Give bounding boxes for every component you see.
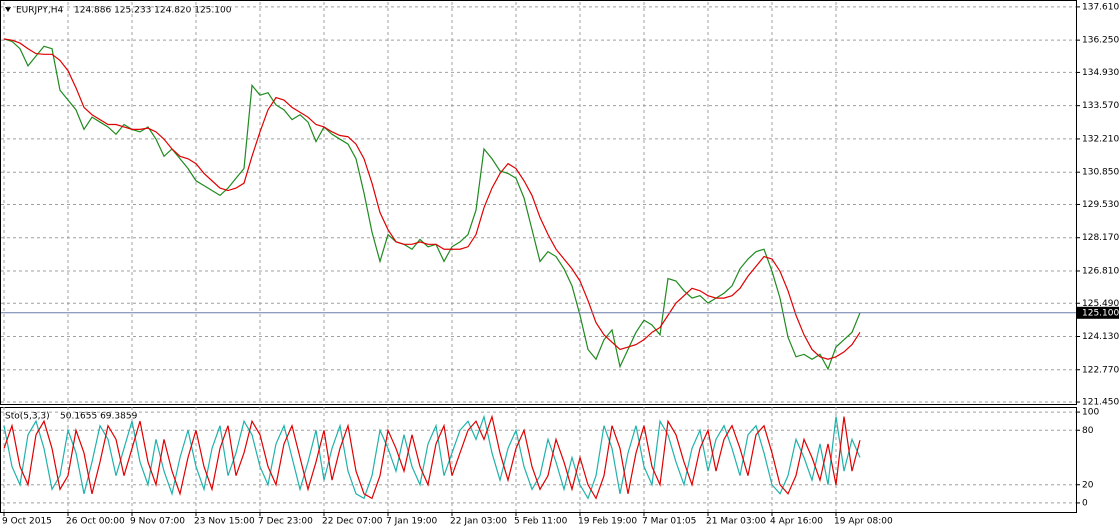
x-tick-label: 22 Jan 03:00: [450, 517, 507, 527]
y-tick-label: 128.170: [1082, 233, 1119, 243]
y-tick-label: 136.250: [1082, 36, 1119, 46]
x-tick-label: 22 Dec 07:00: [322, 517, 383, 527]
y-tick-label: 122.770: [1082, 365, 1119, 375]
y-tick-label: 130.850: [1082, 168, 1119, 178]
y-tick-label: 129.530: [1082, 200, 1119, 210]
x-tick-label: 7 Dec 23:00: [258, 517, 313, 527]
y-tick-label: 133.570: [1082, 101, 1119, 111]
ohlc-quote: 124.886 125.233 124.820 125.100: [74, 6, 232, 16]
y-tick-label: 124.130: [1082, 332, 1119, 342]
y-tick-label: 121.450: [1082, 398, 1119, 408]
y-tick-label: 126.810: [1082, 266, 1119, 276]
x-tick-label: 5 Feb 11:00: [514, 517, 568, 527]
main-pane-frame: [0, 0, 1077, 405]
y-tick-label: 125.490: [1082, 299, 1119, 309]
y-tick-label: 100: [1082, 408, 1099, 418]
series-line: [3, 414, 861, 500]
indicator-quote: 50.1655 69.3859: [60, 412, 138, 422]
x-tick-label: 4 Apr 16:00: [770, 517, 823, 527]
x-tick-label: 9 Nov 07:00: [130, 517, 185, 527]
collapse-icon[interactable]: [5, 7, 11, 12]
symbol-title: EURJPY,H4: [16, 6, 64, 16]
x-tick-label: 19 Apr 08:00: [834, 517, 893, 527]
x-tick-label: 19 Feb 19:00: [578, 517, 637, 527]
y-tick-label: 134.930: [1082, 68, 1119, 78]
indicator-pane-frame: [0, 407, 1077, 513]
y-tick-label: 0: [1082, 498, 1088, 508]
series-line: [3, 414, 861, 500]
x-tick-label: 7 Mar 01:05: [642, 517, 696, 527]
y-tick-label: 132.210: [1082, 134, 1119, 144]
current-price-box: [1077, 306, 1119, 319]
y-tick-label: 20: [1082, 480, 1094, 490]
series-line: [3, 38, 861, 360]
x-tick-label: 26 Oct 00:00: [66, 517, 125, 527]
indicator-title: Sto(5,3,3): [5, 412, 50, 422]
y-tick-label: 80: [1082, 426, 1094, 436]
x-tick-label: 21 Mar 03:00: [706, 517, 766, 527]
x-tick-label: 9 Oct 2015: [2, 517, 52, 527]
y-tick-label: 137.610: [1082, 2, 1119, 12]
x-tick-label: 23 Nov 15:00: [194, 517, 255, 527]
x-tick-label: 7 Jan 19:00: [386, 517, 438, 527]
current-price-label: 125.100: [1082, 308, 1119, 318]
series-line: [3, 38, 861, 371]
